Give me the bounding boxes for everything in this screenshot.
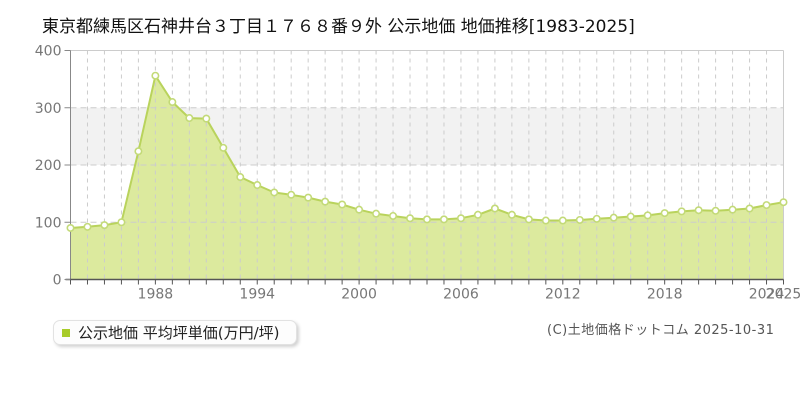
- x-tick-label: 1994: [239, 287, 275, 303]
- data-point: [439, 215, 448, 224]
- data-point: [202, 114, 211, 123]
- y-tick-label: 0: [53, 273, 62, 289]
- data-point: [524, 215, 533, 224]
- data-point: [626, 212, 635, 221]
- copyright-text: (C)土地価格ドットコム 2025-10-31: [547, 323, 775, 338]
- data-point: [304, 193, 313, 202]
- data-point: [779, 198, 788, 207]
- x-tick-label: 2012: [545, 287, 581, 303]
- y-tick-label: 200: [35, 158, 62, 174]
- data-point: [473, 210, 482, 219]
- data-point: [117, 218, 126, 227]
- data-point: [541, 216, 550, 225]
- data-point: [762, 201, 771, 210]
- data-point: [728, 205, 737, 214]
- data-point: [100, 221, 109, 230]
- data-point: [694, 206, 703, 215]
- data-point: [270, 188, 279, 197]
- x-tick-label: 2025: [766, 287, 800, 303]
- chart-title: 東京都練馬区石神井台３丁目１７６８番９外 公示地価 地価推移[1983-2025…: [42, 17, 635, 37]
- data-point: [575, 215, 584, 224]
- x-tick-label: 2000: [341, 287, 377, 303]
- data-point: [643, 211, 652, 220]
- x-tick-label: 2018: [647, 287, 683, 303]
- legend-swatch-icon: [62, 328, 70, 337]
- data-point: [168, 98, 177, 107]
- x-tick-label: 1988: [138, 287, 174, 303]
- y-tick-label: 400: [35, 44, 62, 60]
- data-point: [66, 223, 75, 232]
- data-point: [355, 205, 364, 214]
- data-point: [745, 204, 754, 213]
- x-tick-label: 2024: [749, 287, 785, 303]
- y-tick-label: 300: [35, 101, 62, 117]
- data-point: [338, 200, 347, 209]
- legend: 公示地価 平均坪単価(万円/坪): [53, 320, 297, 345]
- data-point: [151, 71, 160, 80]
- data-point: [321, 197, 330, 206]
- data-point: [185, 114, 194, 123]
- legend-label: 公示地価 平均坪単価(万円/坪): [78, 324, 280, 342]
- data-point: [253, 181, 262, 190]
- data-point: [677, 207, 686, 216]
- data-point: [287, 190, 296, 199]
- data-point: [236, 173, 245, 182]
- data-point: [83, 222, 92, 231]
- data-point: [711, 206, 720, 215]
- data-point: [389, 211, 398, 220]
- data-point: [219, 143, 228, 152]
- data-point: [490, 204, 499, 213]
- data-point: [406, 214, 415, 223]
- price-trend-area-chart: 0 100 200 300 400 1988 1994 2000 2006 2012 2018 202…: [35, 44, 800, 303]
- y-tick-label: 100: [35, 215, 62, 231]
- x-tick-label: 2006: [443, 287, 479, 303]
- data-point: [558, 216, 567, 225]
- data-point: [422, 215, 431, 224]
- data-point: [372, 209, 381, 218]
- data-point: [134, 147, 143, 156]
- data-point: [660, 209, 669, 218]
- data-point: [456, 214, 465, 223]
- data-point: [609, 213, 618, 222]
- chart-area-fill: [70, 75, 784, 280]
- data-point: [507, 210, 516, 219]
- data-point: [592, 214, 601, 223]
